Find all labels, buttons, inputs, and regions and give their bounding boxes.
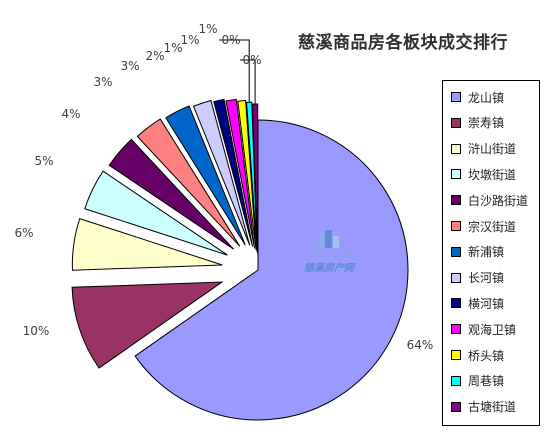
pie-slice-11 bbox=[237, 99, 257, 251]
legend-item-12: 周巷镇 bbox=[451, 373, 504, 389]
legend-swatch bbox=[451, 143, 461, 154]
legend-item-8: 长河镇 bbox=[451, 270, 504, 286]
pie-slice-9 bbox=[213, 98, 254, 247]
pie-slice-6 bbox=[136, 118, 241, 247]
legend-swatch bbox=[451, 272, 461, 283]
legend-item-7: 新浦镇 bbox=[451, 244, 504, 260]
legend-label: 长河镇 bbox=[468, 271, 505, 286]
legend-swatch bbox=[451, 375, 461, 386]
legend-swatch bbox=[451, 298, 461, 309]
legend-swatch bbox=[451, 169, 461, 180]
slice-value-label-4: 5% bbox=[34, 154, 53, 168]
pie-slice-3 bbox=[71, 218, 223, 271]
legend-swatch bbox=[451, 221, 461, 231]
slice-value-label-9: 1% bbox=[163, 41, 182, 55]
legend-item-10: 观海卫镇 bbox=[451, 321, 516, 337]
legend-label: 古塘街道 bbox=[468, 400, 517, 415]
building-icon bbox=[318, 230, 339, 248]
legend-label: 宗汉街道 bbox=[468, 219, 517, 234]
pie-slice-5 bbox=[108, 138, 235, 250]
slice-value-label-3: 6% bbox=[14, 226, 33, 240]
watermark-name: 慈溪房产网 bbox=[304, 263, 354, 274]
legend-swatch bbox=[451, 117, 461, 128]
legend-swatch bbox=[451, 92, 461, 102]
slice-value-label-1: 64% bbox=[407, 338, 434, 352]
legend-item-9: 横河镇 bbox=[451, 295, 504, 311]
slice-value-label-10: 1% bbox=[180, 33, 199, 47]
legend-swatch bbox=[451, 324, 461, 335]
legend-label: 新浦镇 bbox=[468, 245, 505, 260]
legend-item-6: 宗汉街道 bbox=[451, 218, 516, 234]
legend-item-11: 桥头镇 bbox=[451, 347, 504, 363]
chart-title: 慈溪商品房各板块成交排行 bbox=[298, 33, 508, 53]
legend-item-1: 龙山镇 bbox=[451, 89, 504, 105]
pie-slice-4 bbox=[84, 170, 228, 256]
pie-slice-2 bbox=[71, 281, 224, 369]
slice-value-label-2: 10% bbox=[23, 324, 50, 338]
legend-label: 龙山镇 bbox=[468, 90, 505, 105]
legend-label: 崇寿镇 bbox=[468, 116, 505, 131]
legend-label: 浒山街道 bbox=[468, 142, 517, 157]
chart-legend: 龙山镇崇寿镇浒山街道坎墩街道白沙路街道宗汉街道新浦镇长河镇横河镇观海卫镇桥头镇周… bbox=[442, 80, 540, 426]
legend-label: 桥头镇 bbox=[468, 348, 505, 363]
legend-label: 白沙路街道 bbox=[468, 193, 529, 208]
watermark: house.cxsp.com 慈溪房产网 bbox=[296, 228, 362, 274]
slice-value-label-6: 3% bbox=[93, 75, 112, 89]
slice-value-label-13: 0% bbox=[242, 53, 261, 67]
leader-line-12 bbox=[219, 39, 250, 103]
legend-item-3: 浒山街道 bbox=[451, 141, 516, 157]
legend-swatch bbox=[451, 401, 461, 412]
watermark-site: house.cxsp.com bbox=[304, 252, 354, 259]
slice-value-label-11: 1% bbox=[198, 22, 217, 36]
pie-slice-1 bbox=[134, 119, 409, 421]
legend-item-4: 坎墩街道 bbox=[451, 166, 516, 182]
legend-label: 周巷镇 bbox=[468, 374, 505, 389]
legend-swatch bbox=[451, 246, 461, 257]
slice-value-label-12: 0% bbox=[221, 33, 240, 47]
pie-slice-10 bbox=[225, 98, 256, 249]
legend-swatch bbox=[451, 195, 461, 206]
legend-label: 横河镇 bbox=[468, 296, 505, 311]
legend-item-5: 白沙路街道 bbox=[451, 192, 528, 208]
legend-item-13: 古塘街道 bbox=[451, 399, 516, 415]
slice-value-label-7: 3% bbox=[120, 59, 139, 73]
legend-item-2: 崇寿镇 bbox=[451, 115, 504, 131]
legend-swatch bbox=[451, 350, 461, 360]
legend-label: 坎墩街道 bbox=[468, 167, 517, 182]
slice-value-label-8: 2% bbox=[145, 49, 164, 63]
slice-value-label-5: 4% bbox=[61, 107, 80, 121]
leader-line-13 bbox=[240, 59, 256, 105]
legend-label: 观海卫镇 bbox=[468, 322, 517, 337]
pie-slice-8 bbox=[192, 99, 251, 246]
pie-slice-7 bbox=[165, 105, 246, 246]
